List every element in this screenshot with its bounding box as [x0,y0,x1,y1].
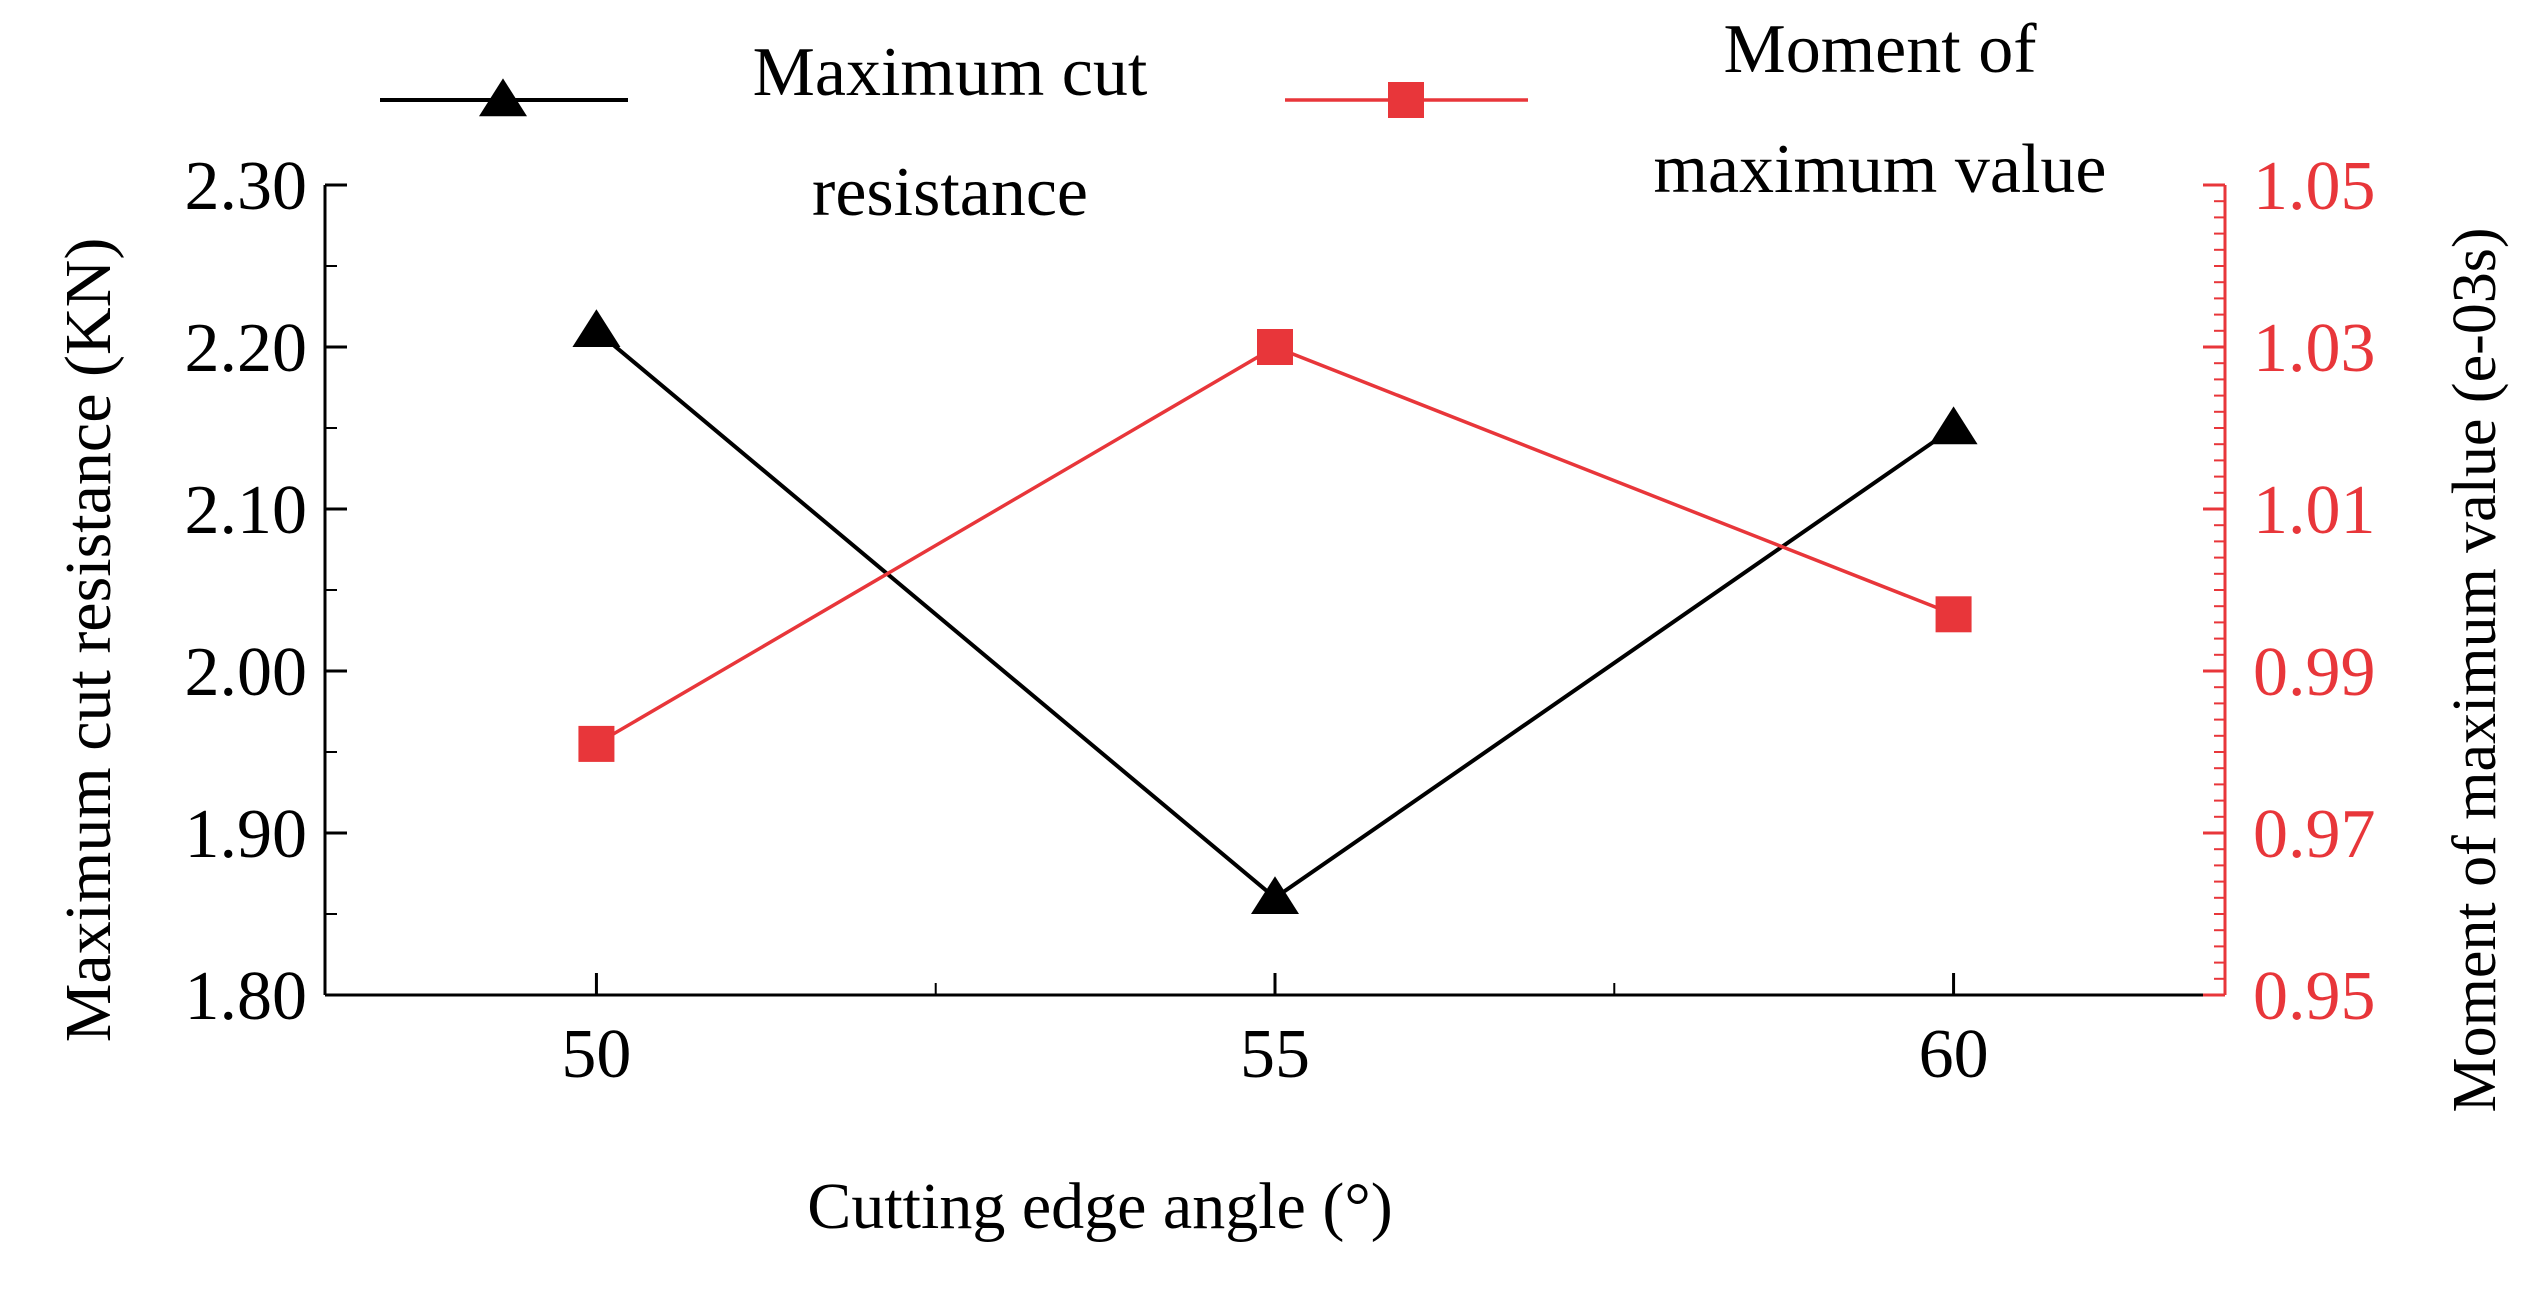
axes-frame [323,185,2227,997]
series-line-max-cut-resistance [595,329,1955,901]
right-axis-label: Moment of maximum value (e-03s) [2441,227,2509,1112]
data-point-square [1257,329,1293,365]
left-tick-label: 2.20 [185,310,308,387]
legend-label-line2: resistance [812,154,1088,231]
left-tick-label: 1.90 [185,796,308,873]
left-tick-label: 2.30 [185,148,308,225]
legend-label-line1: Maximum cut [753,34,1148,111]
right-tick-label: 0.97 [2253,796,2376,873]
data-point-square [578,725,615,762]
data-point-triangle [1251,876,1299,914]
right-tick-label: 1.03 [2253,310,2376,387]
right-tick-label: 0.99 [2253,634,2376,711]
series-line-moment-of-max-value [595,345,1955,746]
legend-marker-triangle [479,78,527,117]
right-axis-ticks: 0.95 0.97 0.99 1.01 1.03 1.05 [2203,148,2376,1035]
series-lines [595,329,1955,901]
left-tick-label: 1.80 [185,958,308,1035]
left-tick-label: 2.00 [185,634,308,711]
series-markers [572,309,1978,914]
left-tick-label: 2.10 [185,472,308,549]
legend-marker-square [1388,82,1424,118]
x-tick-label: 50 [561,1016,631,1093]
x-tick-label: 60 [1919,1016,1989,1093]
x-axis-ticks: 50 55 60 [561,973,1989,1093]
legend: Maximum cut resistance Moment of maximum va… [380,11,2106,231]
data-point-square [1935,596,1972,633]
legend-label-line1: Moment of [1723,11,2037,88]
right-tick-label: 1.01 [2253,472,2376,549]
right-tick-label: 1.05 [2253,148,2376,225]
x-tick-label: 55 [1240,1016,1310,1093]
legend-label-line2: maximum value [1654,131,2107,208]
data-point-triangle [1929,406,1978,445]
left-axis-label: Maximum cut resistance (KN) [52,238,125,1043]
x-axis-label: Cutting edge angle (°) [807,1170,1392,1243]
left-axis-ticks: 1.80 1.90 2.00 2.10 2.20 2.30 [185,148,347,1035]
right-tick-label: 0.95 [2253,958,2376,1035]
data-point-triangle [572,309,621,347]
